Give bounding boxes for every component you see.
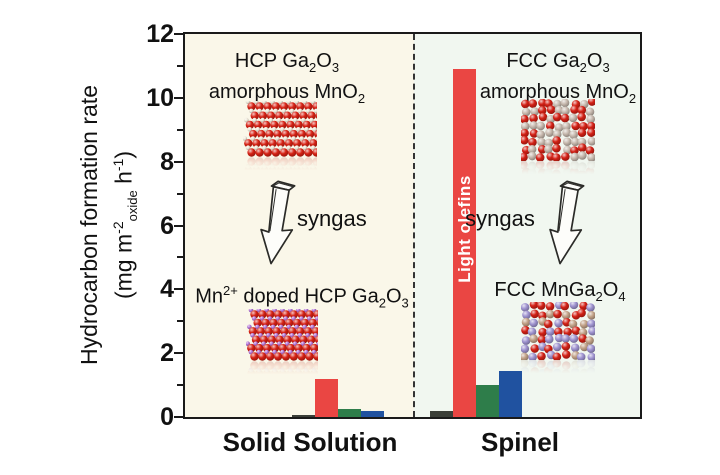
crystal-reflection <box>521 360 595 375</box>
bar-red-spinel: Light olefins <box>453 69 476 417</box>
annotation-left-line2: amorphous MnO2 <box>208 81 366 106</box>
bar-green-solid-solution <box>338 409 361 417</box>
annotation-left-line1: HCP Ga2O3 <box>234 50 340 75</box>
bar-green-spinel <box>476 385 499 417</box>
y-tick-label-0: 0 <box>160 403 174 431</box>
crystal-reflection <box>521 161 595 176</box>
annotation-right-line1: FCC Ga2O3 <box>506 50 610 75</box>
y-tick-label-2: 2 <box>160 339 174 368</box>
crystal-reflection <box>246 361 318 376</box>
y-minor-tick-1 <box>177 384 183 387</box>
y-major-tick-0 <box>174 416 183 418</box>
annotation-mn-doped: Mn2+ doped HCP Ga2O3 <box>195 283 409 311</box>
syngas-arrow-icon <box>260 180 296 265</box>
y-tick-label-12: 12 <box>146 20 174 48</box>
crystal-mn-doped-image <box>246 309 318 376</box>
y-major-tick-2 <box>174 352 183 355</box>
crystal-fcc-mnga2o4-image <box>521 302 595 375</box>
y-major-tick-6 <box>174 224 183 227</box>
y-minor-tick-11 <box>177 64 183 67</box>
y-axis-title-line1: Hydrocarbon formation rate <box>75 85 102 365</box>
group-divider-dashed-line <box>413 34 415 417</box>
x-category-label-spinel: Spinel <box>480 427 559 457</box>
annotation-right-catalyst: FCC Ga2O3 amorphous MnO2 <box>438 49 678 111</box>
annotation-left-catalyst: HCP Ga2O3 amorphous MnO2 <box>167 49 407 111</box>
y-major-tick-12 <box>174 33 183 35</box>
y-minor-tick-7 <box>177 192 183 195</box>
syngas-arrow-icon <box>549 180 585 265</box>
y-tick-label-6: 6 <box>160 211 174 240</box>
y-major-tick-4 <box>174 288 183 291</box>
bar-dark-spinel <box>430 410 453 417</box>
y-minor-tick-9 <box>177 128 183 131</box>
crystal-fcc-ga2o3-image <box>521 99 595 176</box>
bar-dark-solid-solution <box>292 415 315 417</box>
syngas-label-left: syngas <box>297 206 367 231</box>
y-tick-label-10: 10 <box>146 83 174 112</box>
crystal-reflection <box>243 157 317 172</box>
plot-background-right <box>414 34 640 417</box>
annotation-right-line2: amorphous MnO2 <box>479 81 637 106</box>
syngas-label-right: syngas <box>465 206 535 231</box>
y-major-tick-8 <box>174 160 183 163</box>
y-minor-tick-5 <box>177 256 183 259</box>
y-tick-label-8: 8 <box>160 147 174 176</box>
y-minor-tick-3 <box>177 320 183 323</box>
annotation-fcc-mnga2o4: FCC MnGa2O4 <box>494 279 626 304</box>
bar-red-solid-solution <box>315 378 338 417</box>
y-major-tick-10 <box>174 96 183 99</box>
bar-blue-spinel <box>499 370 522 417</box>
x-category-label-solid-solution: Solid Solution <box>222 427 398 457</box>
bar-blue-solid-solution <box>361 410 384 417</box>
crystal-hcp-ga2o3-image <box>243 101 317 172</box>
y-tick-label-4: 4 <box>160 275 174 304</box>
